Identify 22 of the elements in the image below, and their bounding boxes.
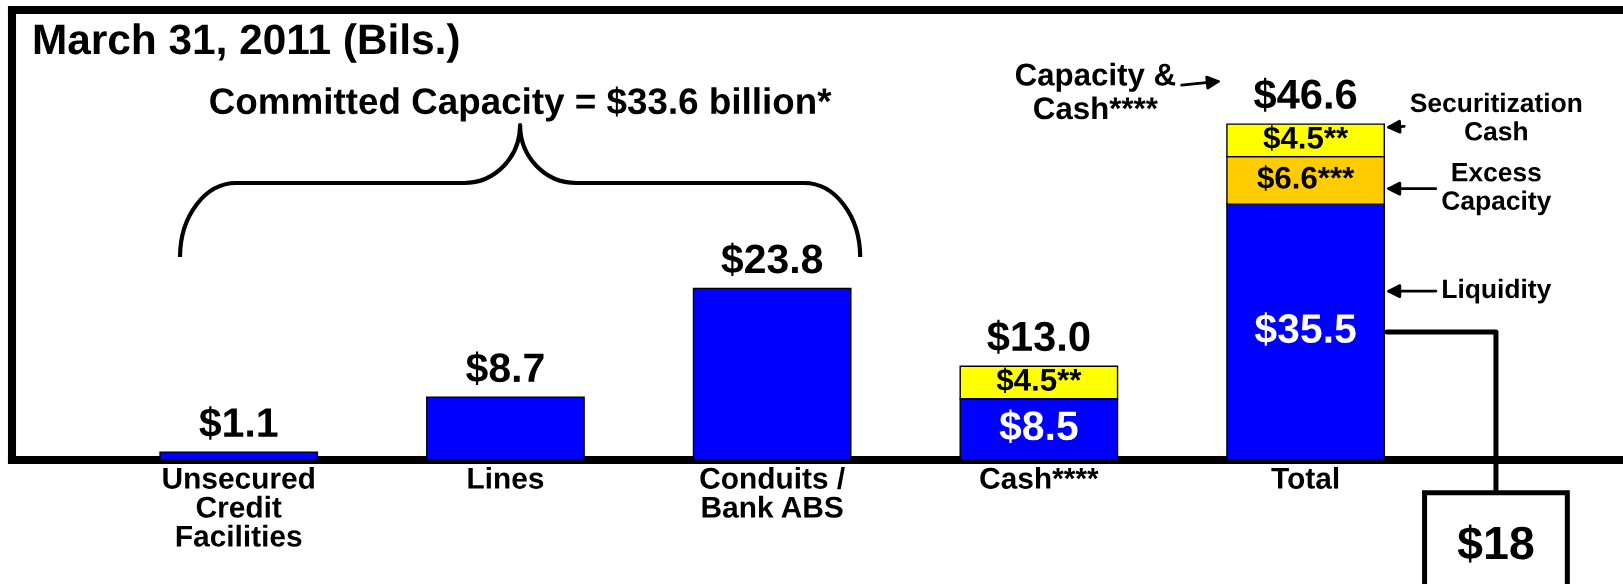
data-label: $6.6*** [1257, 165, 1355, 191]
x-tick-label: Conduits / Bank ABS [700, 466, 845, 518]
data-label: $8.5 [999, 409, 1078, 444]
data-label: $23.8 [721, 242, 823, 277]
total-label: $46.6 [1254, 77, 1357, 112]
chart-title: March 31, 2011 (Bils.) [34, 23, 459, 63]
x-tick-label: Lines [468, 466, 544, 489]
text: $18 [1457, 524, 1534, 563]
legend-label: Excess Capacity [1442, 163, 1552, 216]
data-label: $8.7 [466, 351, 544, 385]
text: Committed Capacity = $33.6 billion* [210, 86, 832, 122]
data-label: $35.5 [1254, 312, 1356, 346]
data-label: $1.1 [199, 406, 278, 440]
data-label: $4.5** [1263, 125, 1349, 151]
x-tick-label: Cash**** [980, 466, 1099, 489]
total-label: $13.0 [987, 319, 1090, 354]
x-tick-label: Unsecured Credit Facilities [163, 466, 314, 547]
text: Capacity & Cash**** [1015, 62, 1176, 120]
legend-label: Liquidity [1443, 278, 1552, 304]
data-label: $4.5** [996, 367, 1082, 393]
legend-label: Securitization Cash [1410, 92, 1582, 141]
x-tick-label: Total [1271, 466, 1339, 489]
